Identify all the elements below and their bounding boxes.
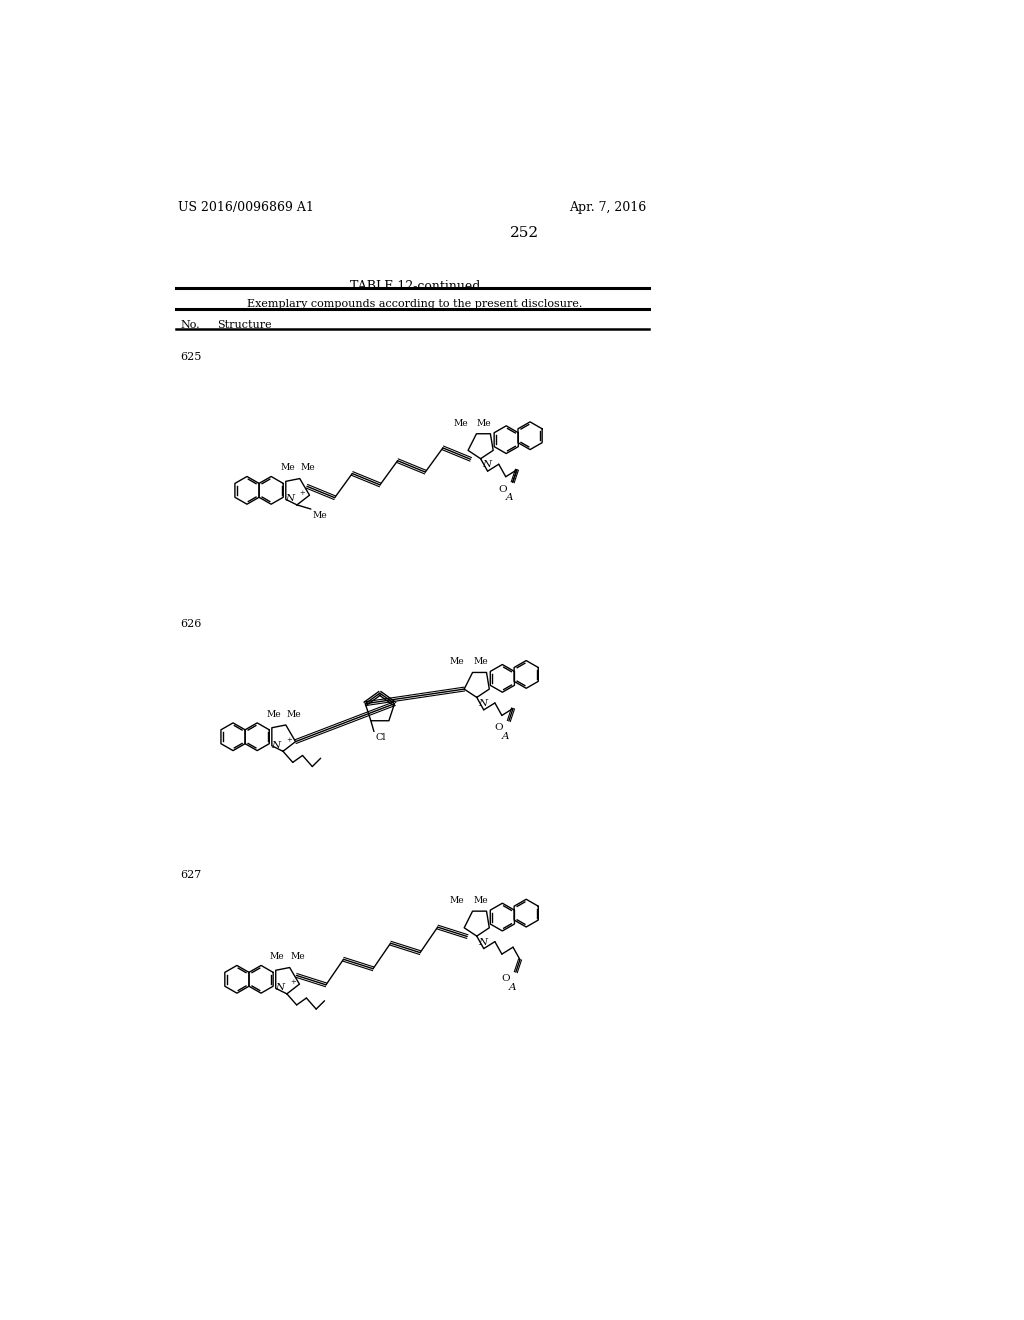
Text: Me: Me [450,657,464,667]
Text: 627: 627 [180,870,202,880]
Text: Me: Me [477,418,492,428]
Text: Me: Me [287,710,301,719]
Text: Me: Me [280,463,295,473]
Text: N: N [478,700,487,708]
Text: 625: 625 [180,352,202,363]
Text: Me: Me [454,418,468,428]
Text: Me: Me [290,952,305,961]
Text: N: N [271,741,281,750]
Text: Me: Me [300,463,314,473]
Text: Cl: Cl [376,733,386,742]
Text: Exemplary compounds according to the present disclosure.: Exemplary compounds according to the pre… [247,300,583,309]
Text: 252: 252 [510,226,540,240]
Text: 626: 626 [180,619,202,628]
Text: Me: Me [450,896,464,906]
Text: +: + [299,490,305,498]
Text: N: N [275,983,285,993]
Text: Me: Me [473,657,487,667]
Text: N: N [482,461,492,469]
Text: Me: Me [473,896,487,906]
Text: O: O [494,723,503,733]
Text: A: A [502,731,510,741]
Text: Me: Me [270,952,285,961]
Text: No.: No. [180,321,201,330]
Text: TABLE 12-continued: TABLE 12-continued [349,280,480,293]
Text: +: + [290,978,296,986]
Text: +: + [286,735,292,743]
Text: O: O [498,484,507,494]
Text: N: N [286,495,295,503]
Text: N: N [478,937,487,946]
Text: Me: Me [266,710,281,719]
Text: A: A [506,494,513,502]
Text: A: A [509,983,516,991]
Text: US 2016/0096869 A1: US 2016/0096869 A1 [178,201,314,214]
Text: Structure: Structure [217,321,271,330]
Text: O: O [501,974,510,983]
Text: Me: Me [312,511,327,520]
Text: Apr. 7, 2016: Apr. 7, 2016 [569,201,646,214]
